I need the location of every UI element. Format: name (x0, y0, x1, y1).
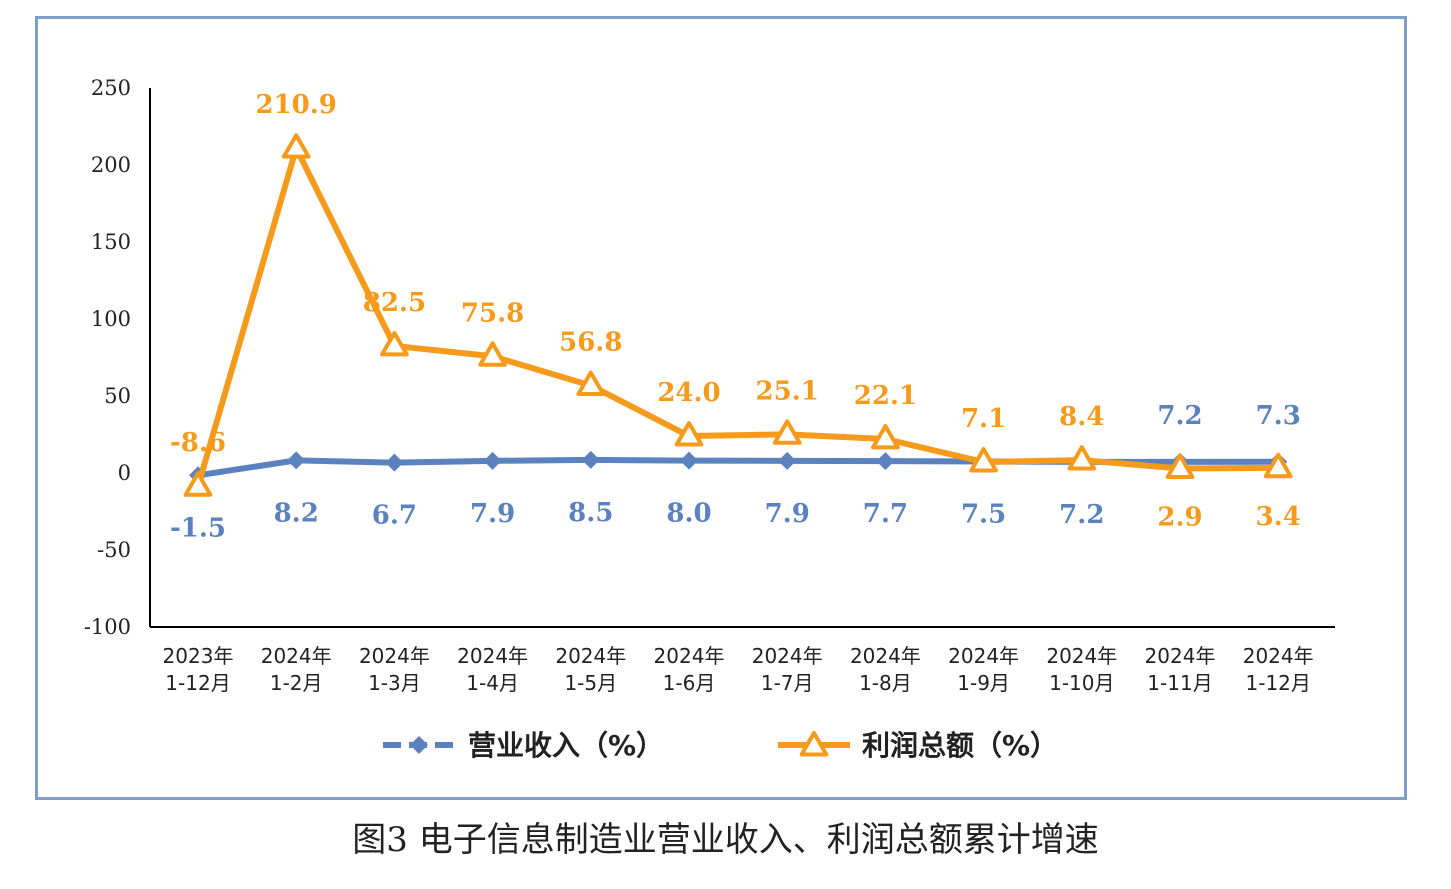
profit-point (1165, 453, 1195, 479)
revenue-point (385, 453, 404, 472)
legend-revenue-marker (410, 736, 428, 754)
y-tick-label: 250 (91, 76, 131, 100)
legend-profit-label: 利润总额（%） (862, 729, 1058, 762)
revenue-point (581, 450, 600, 469)
revenue-point (876, 452, 895, 471)
x-tick-label: 2024年 1-4月 (457, 644, 528, 695)
profit-point (969, 447, 998, 473)
profit-data-label: 24.0 (657, 378, 720, 408)
legend: 营业收入（%） 利润总额（%） (383, 729, 1058, 762)
profit-point (674, 421, 704, 447)
axes: 250 200 150 100 50 0 -50 -100 2023年 1-12月 2024年 1-2… (84, 76, 1335, 695)
profit-data-label: 75.8 (461, 298, 524, 328)
profit-point (576, 370, 606, 396)
revenue-data-label: 7.3 (1256, 401, 1301, 431)
profit-point (871, 423, 900, 450)
profit-data-label: -8.6 (170, 428, 226, 458)
legend-revenue-label: 营业收入（%） (468, 729, 664, 762)
profit-point (183, 471, 213, 497)
profit-data-label: 2.9 (1157, 503, 1202, 533)
profit-data-label: 8.4 (1059, 402, 1104, 432)
revenue-point (287, 451, 306, 470)
x-tick-label: 2023年 1-12月 (163, 644, 234, 695)
y-tick-label: -50 (97, 538, 131, 562)
revenue-data-label: 7.5 (961, 499, 1006, 529)
profit-data-label: 7.1 (961, 404, 1006, 434)
revenue-data-label: 8.5 (568, 498, 613, 528)
profit-point (1263, 452, 1293, 479)
x-tick-label: 2024年 1-10月 (1046, 644, 1117, 695)
data-labels: -1.5 8.2 6.7 7.9 8.5 8.0 7.9 7.7 7.5 7.2 7.2 7.3 -8.… (170, 90, 1301, 543)
profit-data-label: 25.1 (756, 376, 819, 406)
profit-line (195, 145, 1282, 490)
profit-data-label: 22.1 (854, 381, 917, 411)
x-tick-label: 2024年 1-11月 (1145, 644, 1216, 695)
y-tick-label: 150 (91, 230, 131, 254)
y-tick-label: 50 (104, 384, 131, 408)
revenue-data-label: 7.9 (470, 499, 515, 529)
y-tick-label: -100 (84, 615, 131, 639)
profit-point (1067, 445, 1097, 471)
revenue-data-label: -1.5 (170, 513, 226, 543)
profit-point (281, 133, 311, 159)
y-tick-label: 0 (118, 461, 131, 485)
revenue-point (680, 451, 698, 470)
x-tick-label: 2024年 1-8月 (850, 644, 921, 695)
profit-data-label: 82.5 (363, 288, 426, 318)
revenue-data-label: 8.2 (274, 498, 319, 528)
x-tick-label: 2024年 1-3月 (359, 644, 430, 695)
x-tick-label: 2024年 1-6月 (654, 644, 725, 695)
y-tick-label: 100 (91, 307, 131, 331)
revenue-data-label: 6.7 (372, 501, 417, 531)
profit-data-label: 210.9 (255, 90, 336, 120)
revenue-data-label: 7.9 (765, 499, 810, 529)
y-tick-label: 200 (91, 153, 131, 177)
revenue-data-label: 7.2 (1157, 401, 1202, 431)
revenue-data-label: 8.0 (666, 499, 711, 529)
x-tick-label: 2024年 1-7月 (752, 644, 823, 695)
revenue-data-label: 7.7 (863, 499, 908, 529)
x-tick-label: 2024年 1-9月 (948, 644, 1019, 695)
revenue-data-label: 7.2 (1059, 500, 1104, 530)
chart-frame (35, 16, 1407, 800)
x-tick-label: 2024年 1-5月 (555, 644, 626, 695)
legend-profit-marker (799, 731, 829, 757)
profit-data-label: 56.8 (559, 328, 622, 358)
series-group (183, 133, 1293, 497)
revenue-point (778, 451, 797, 470)
revenue-point (483, 451, 502, 470)
profit-data-label: 3.4 (1256, 502, 1301, 532)
profit-point (772, 419, 802, 445)
figure-caption: 图3 电子信息制造业营业收入、利润总额累计增速 (352, 820, 1099, 860)
x-tick-label: 2024年 1-2月 (261, 644, 332, 695)
profit-point (478, 341, 507, 367)
x-tick-label: 2024年 1-12月 (1243, 644, 1314, 695)
profit-point (380, 330, 409, 357)
